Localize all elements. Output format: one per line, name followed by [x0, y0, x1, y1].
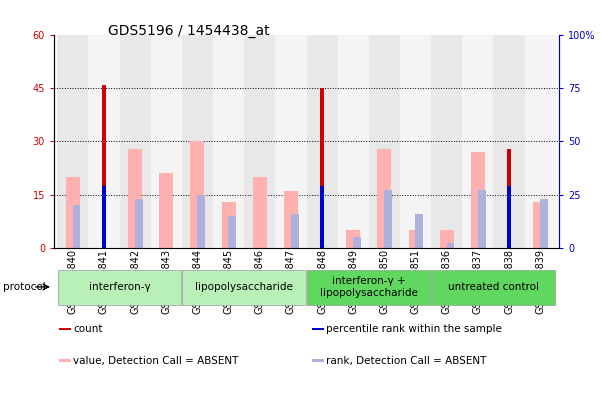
Bar	[57, 35, 88, 248]
Bar	[338, 35, 369, 248]
Bar	[478, 190, 486, 248]
Bar	[384, 190, 392, 248]
Text: rank, Detection Call = ABSENT: rank, Detection Call = ABSENT	[326, 356, 486, 366]
Bar	[102, 186, 106, 248]
Bar	[346, 230, 360, 248]
Bar	[222, 202, 236, 248]
Bar	[353, 237, 361, 248]
Bar	[462, 35, 493, 248]
Bar	[311, 327, 324, 331]
Text: protocol: protocol	[3, 282, 46, 292]
Bar	[291, 214, 299, 248]
Text: count: count	[73, 324, 103, 334]
Bar	[307, 35, 338, 248]
Bar	[284, 191, 298, 248]
Bar	[228, 216, 236, 248]
Bar	[533, 202, 548, 248]
Bar	[507, 149, 511, 248]
Bar	[440, 230, 454, 248]
FancyBboxPatch shape	[58, 270, 182, 305]
Bar	[59, 359, 72, 362]
Bar	[320, 186, 324, 248]
Bar	[431, 35, 462, 248]
Bar	[311, 359, 324, 362]
Bar	[493, 35, 525, 248]
Text: GDS5196 / 1454438_at: GDS5196 / 1454438_at	[108, 24, 270, 38]
Text: lipopolysaccharide: lipopolysaccharide	[195, 282, 293, 292]
Bar	[120, 35, 151, 248]
Bar	[88, 35, 120, 248]
FancyBboxPatch shape	[183, 270, 306, 305]
Bar	[525, 35, 556, 248]
Text: value, Detection Call = ABSENT: value, Detection Call = ABSENT	[73, 356, 239, 366]
Text: untreated control: untreated control	[448, 282, 539, 292]
Bar	[59, 327, 72, 331]
Bar	[253, 177, 267, 248]
Bar	[128, 149, 142, 248]
Bar	[409, 230, 423, 248]
Bar	[275, 35, 307, 248]
Bar	[507, 186, 511, 248]
Bar	[369, 35, 400, 248]
Text: percentile rank within the sample: percentile rank within the sample	[326, 324, 502, 334]
Bar	[102, 85, 106, 248]
Bar	[73, 205, 81, 248]
FancyBboxPatch shape	[432, 270, 555, 305]
Bar	[197, 195, 205, 248]
Bar	[151, 35, 182, 248]
Text: interferon-γ: interferon-γ	[89, 282, 150, 292]
Bar	[135, 199, 143, 248]
Bar	[182, 35, 213, 248]
Bar	[66, 177, 80, 248]
FancyBboxPatch shape	[307, 270, 430, 305]
Bar	[447, 243, 454, 248]
Bar	[377, 149, 391, 248]
Bar	[471, 152, 485, 248]
Bar	[400, 35, 431, 248]
Bar	[213, 35, 244, 248]
Bar	[244, 35, 275, 248]
Bar	[191, 141, 204, 248]
Bar	[320, 88, 324, 248]
Bar	[540, 199, 548, 248]
Bar	[159, 173, 173, 248]
Text: interferon-γ +
lipopolysaccharide: interferon-γ + lipopolysaccharide	[320, 276, 418, 298]
Bar	[415, 214, 423, 248]
